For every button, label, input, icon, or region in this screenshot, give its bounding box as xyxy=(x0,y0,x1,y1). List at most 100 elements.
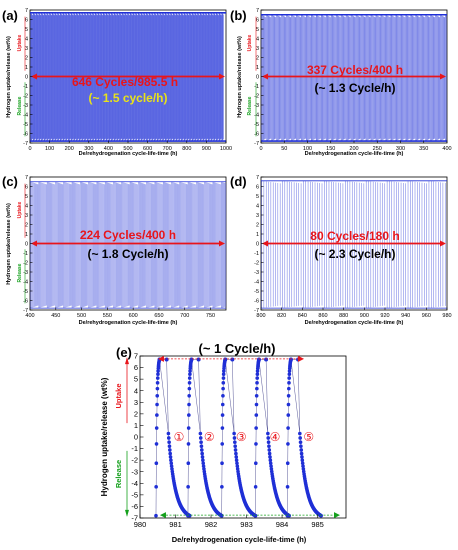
panel-e-cycle-5-point xyxy=(287,386,291,391)
panel-e-cycle-4-plateau-point xyxy=(264,357,269,362)
panel-d-label: (d) xyxy=(230,174,247,189)
panel-e-cycle-3-point xyxy=(221,372,226,376)
panel-c-ytick-label: 2 xyxy=(25,223,28,229)
panel-e-cycle-2-point xyxy=(198,436,203,440)
panel-d-cycle-lines xyxy=(261,180,446,309)
panel-c-ytick-label: -3 xyxy=(23,270,28,276)
panel-e-cycle-4-point xyxy=(254,442,258,446)
panel-e-label: (e) xyxy=(116,345,132,360)
panel-e-ytick-label: -3 xyxy=(131,467,138,476)
panel-e-cycle-4-point xyxy=(266,440,271,444)
panel-e-cycle-4-point xyxy=(255,369,260,373)
panel-e-cycle-1-point xyxy=(155,394,160,398)
panel-e-cycle-label-3: ③ xyxy=(236,430,247,444)
panel-b-ytick-label: 0 xyxy=(256,75,259,81)
panel-e-cycle-1-point xyxy=(168,448,172,452)
panel-e-cycle-2-point xyxy=(201,464,206,468)
panel-e-cycle-4-point xyxy=(267,448,272,452)
panel-e-cycle-1-point xyxy=(155,376,160,380)
panel-e-cycle-5-point xyxy=(299,448,304,452)
panel-e-cycle-2-point xyxy=(187,413,191,417)
panel-c-xtick-label: 550 xyxy=(103,313,112,319)
panel-e-ytick-label: -1 xyxy=(131,444,138,453)
panel-b-ytick-label: -1 xyxy=(254,84,259,90)
panel-e-data xyxy=(154,355,340,519)
panel-e-cycle-4-point xyxy=(268,461,273,466)
panel-e-ytick-label: -6 xyxy=(131,502,138,511)
panel-c-xtick-label: 750 xyxy=(206,313,215,319)
panel-b-xlabel: De/rehydrogenation cycle-life-time (h) xyxy=(305,151,404,157)
panel-b-ytick-label: -6 xyxy=(254,132,259,138)
panel-e-xtick-label: 983 xyxy=(240,520,253,529)
panel-c-ytick-label: 1 xyxy=(25,232,28,238)
panel-e-xtick-label: 982 xyxy=(205,520,218,529)
panel-e-cycle-5-point xyxy=(285,485,290,489)
panel-b-label: (b) xyxy=(230,8,247,23)
panel-d-xlabel: De/rehydrogenation cycle-life-time (h) xyxy=(305,320,404,326)
panel-e-cycle-3-point xyxy=(221,376,226,380)
panel-a-xtick-label: 300 xyxy=(84,146,93,152)
panel-e-cycle-4-point xyxy=(267,444,271,448)
panel-b-span-arrow-head-right xyxy=(440,73,446,80)
panel-e-cycle-4-point xyxy=(268,455,272,459)
panel-b-ytick-label: 4 xyxy=(256,37,259,43)
panel-e-cycle-3-point xyxy=(235,461,239,466)
panel-e-cycle-4-point xyxy=(254,402,259,407)
panel-e-cycle-4-point xyxy=(254,426,258,430)
panel-e-ytick-label: 6 xyxy=(134,363,138,372)
panel-a: 0 100 200 300 400 500 600 700 800 900 1000 -7 -6 -5 -4… xyxy=(2,8,232,157)
panel-c-ytick-label: 0 xyxy=(25,242,28,248)
panel-e-cycle-5-point xyxy=(298,436,302,440)
panel-a-ytick-label: -4 xyxy=(23,113,28,119)
panel-e-cycle-3-point xyxy=(234,458,239,463)
panel-b-ytick-label: -3 xyxy=(254,103,259,109)
panel-e-cycle-label-4: ④ xyxy=(270,430,281,444)
panel-d-ytick-label: 5 xyxy=(256,194,259,200)
panel-e-cycle-2-point xyxy=(187,386,192,391)
panel-e-release-label: Release xyxy=(114,460,123,488)
panel-c-label: (c) xyxy=(2,174,18,189)
panel-e-cycle-5-point xyxy=(287,369,292,373)
panel-d-xtick-label: 800 xyxy=(256,313,265,319)
panel-a-xtick-label: 1000 xyxy=(220,146,232,152)
panel-e-xtick-label: 981 xyxy=(169,520,182,529)
panel-b-xtick-label: 100 xyxy=(303,146,312,152)
panel-a-span-arrow-head-left xyxy=(31,73,37,80)
panel-b-ytick-label: 7 xyxy=(256,8,259,14)
panel-e-cycle-3-point xyxy=(232,431,236,436)
panel-e-cycle-3-point xyxy=(232,436,237,440)
panel-d-ytick-label: 7 xyxy=(256,175,259,181)
panel-c-xtick-label: 400 xyxy=(25,313,34,319)
panel-e-cycle-3-point xyxy=(220,442,225,446)
panel-e-cycle-1-point xyxy=(168,451,172,456)
panel-c-data xyxy=(30,181,227,309)
panel-e-cycle-2-point xyxy=(187,376,192,380)
panel-e-cycle-5-point xyxy=(286,402,291,407)
panel-e-cycle-5-point xyxy=(298,431,302,436)
panel-c-annotation-main: 224 Cycles/400 h xyxy=(80,228,176,242)
panel-e-ytick-label: 7 xyxy=(134,352,138,361)
panel-e-uptake-arrow-head xyxy=(125,357,129,365)
panel-d-xtick-label: 980 xyxy=(442,313,451,319)
panel-d-xtick-label: 900 xyxy=(360,313,369,319)
panel-e-xtick-label: 985 xyxy=(311,520,324,529)
panel-b-xtick-label: 50 xyxy=(281,146,287,152)
panel-e-cycle-1-plateau-point xyxy=(164,357,169,362)
panel-e-cycle-4-point xyxy=(267,451,272,456)
panel-e-uptake-span-head-left xyxy=(157,355,164,362)
panel-b-xtick-label: 250 xyxy=(373,146,382,152)
panel-d-ytick-label: 3 xyxy=(256,213,259,219)
panel-b-xtick-label: 0 xyxy=(259,146,262,152)
panel-e-cycle-1-point xyxy=(154,426,159,430)
panel-d-span-arrow-head-right xyxy=(440,240,446,247)
panel-e-cycle-3-point xyxy=(221,381,226,385)
panel-a-ytick-label: 2 xyxy=(25,56,28,62)
panel-e-ylabel: Hydrogen uptake/release (wt%) xyxy=(100,377,109,496)
panel-c-ytick-label: 7 xyxy=(25,175,28,181)
panel-e-cycle-3-plateau-point xyxy=(230,357,235,362)
panel-b-data xyxy=(261,13,447,142)
panel-b-ylabel: Hydrogen uptake/release (wt%) xyxy=(237,36,243,118)
panel-a-ytick-label: 5 xyxy=(25,27,28,33)
panel-e-axes: 980 981 982 983 984 985 -7 -6 -5 -4 -3 -2 -1 0 1 2 3 4 5 6 7 xyxy=(125,352,324,529)
